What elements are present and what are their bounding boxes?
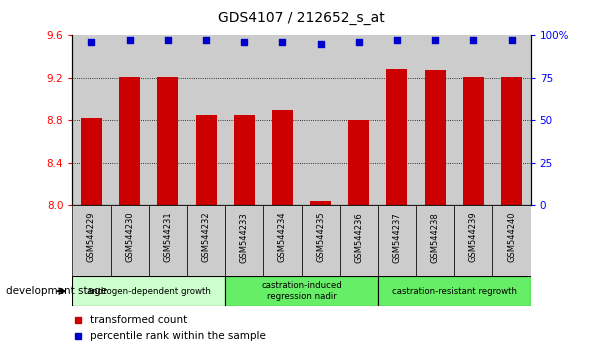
Bar — [310, 201, 331, 205]
Bar — [187, 35, 225, 205]
Text: GSM544231: GSM544231 — [163, 212, 172, 263]
Text: GSM544235: GSM544235 — [316, 212, 325, 263]
Point — [201, 38, 211, 43]
Text: GSM544236: GSM544236 — [355, 212, 363, 263]
Text: GSM544230: GSM544230 — [125, 212, 134, 263]
Text: GSM544237: GSM544237 — [393, 212, 402, 263]
Bar — [454, 205, 493, 276]
Bar — [272, 110, 293, 205]
Bar — [110, 205, 149, 276]
Text: castration-resistant regrowth: castration-resistant regrowth — [392, 287, 517, 296]
Point — [125, 38, 134, 43]
Text: castration-induced
regression nadir: castration-induced regression nadir — [261, 281, 342, 301]
Point — [163, 38, 172, 43]
Bar — [72, 205, 110, 276]
Point — [431, 38, 440, 43]
Text: GSM544234: GSM544234 — [278, 212, 287, 263]
Bar — [110, 35, 149, 205]
Text: GSM544232: GSM544232 — [201, 212, 210, 263]
Bar — [157, 77, 178, 205]
Bar — [463, 77, 484, 205]
Bar — [119, 77, 140, 205]
Point — [316, 41, 326, 47]
Bar — [454, 35, 493, 205]
Text: GSM544239: GSM544239 — [469, 212, 478, 263]
Bar — [501, 77, 522, 205]
Point — [392, 38, 402, 43]
Text: androgen-dependent growth: androgen-dependent growth — [87, 287, 210, 296]
Bar — [81, 118, 102, 205]
Bar — [339, 35, 378, 205]
Bar — [264, 205, 302, 276]
Bar — [416, 35, 454, 205]
Bar — [425, 70, 446, 205]
Bar — [378, 276, 531, 306]
Bar — [302, 35, 339, 205]
Bar — [72, 276, 225, 306]
Bar — [378, 205, 416, 276]
Text: transformed count: transformed count — [90, 315, 188, 325]
Point — [277, 39, 287, 45]
Bar — [187, 205, 225, 276]
Bar — [493, 205, 531, 276]
Text: development stage: development stage — [6, 286, 107, 296]
Point — [239, 39, 249, 45]
Bar — [387, 69, 408, 205]
Point — [87, 39, 96, 45]
Text: GSM544240: GSM544240 — [507, 212, 516, 262]
Bar — [339, 205, 378, 276]
Text: GSM544233: GSM544233 — [240, 212, 248, 263]
Bar — [149, 205, 187, 276]
Bar — [195, 115, 216, 205]
Bar — [378, 35, 416, 205]
Bar — [493, 35, 531, 205]
Bar — [225, 205, 264, 276]
Bar — [349, 120, 369, 205]
Bar — [302, 205, 339, 276]
Bar — [225, 35, 264, 205]
Bar — [264, 35, 302, 205]
Point — [507, 38, 516, 43]
Text: GSM544229: GSM544229 — [87, 212, 96, 262]
Text: GSM544238: GSM544238 — [431, 212, 440, 263]
Bar — [416, 205, 454, 276]
Point — [354, 39, 364, 45]
Text: percentile rank within the sample: percentile rank within the sample — [90, 331, 267, 341]
Point — [469, 38, 478, 43]
Bar — [72, 35, 110, 205]
Text: GDS4107 / 212652_s_at: GDS4107 / 212652_s_at — [218, 11, 385, 25]
Bar — [225, 276, 378, 306]
Bar — [234, 115, 254, 205]
Bar — [149, 35, 187, 205]
